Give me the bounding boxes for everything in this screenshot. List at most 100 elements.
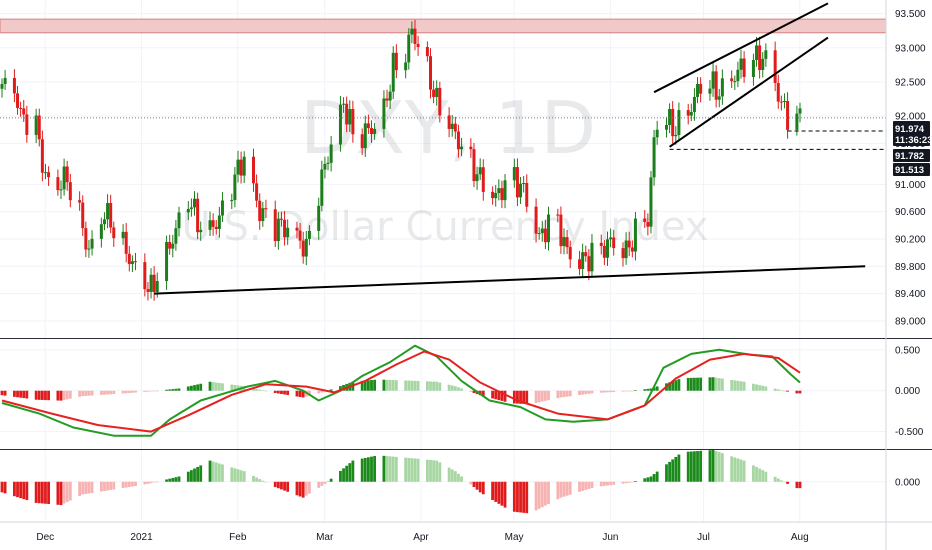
candle-body	[59, 189, 63, 191]
histogram-bar	[298, 481, 302, 497]
candle-body	[475, 174, 479, 182]
macd-histogram-bar	[578, 390, 581, 396]
macd-histogram-bar	[779, 390, 783, 391]
macd-histogram-bar	[494, 390, 498, 400]
macd-histogram-bar	[634, 390, 637, 392]
histogram-bar	[609, 481, 612, 486]
macd-histogram-bar	[783, 390, 786, 392]
histogram-bar	[494, 481, 498, 502]
macd-histogram-bar	[410, 380, 414, 391]
candle-body	[90, 238, 94, 249]
histogram-bar	[761, 470, 765, 482]
histogram-bar	[239, 470, 243, 482]
macd-histogram-bar	[16, 390, 19, 398]
macd-pane[interactable]	[0, 344, 802, 437]
candle-body	[0, 83, 4, 89]
candle-body	[786, 101, 790, 130]
candle-body	[208, 220, 212, 230]
candle-body	[522, 183, 526, 185]
macd-histogram-bar	[537, 390, 541, 403]
macd-histogram-bar	[453, 386, 457, 391]
macd-histogram-bar	[671, 381, 675, 391]
price-tick-label: 93.500	[895, 9, 926, 20]
macd-histogram-bar	[497, 390, 501, 401]
histogram-bar	[339, 470, 342, 482]
histogram-pane[interactable]	[0, 450, 802, 514]
histogram-bar	[634, 481, 637, 482]
candle-body	[320, 169, 324, 206]
macd-histogram-bar	[90, 390, 94, 396]
candle-body	[261, 208, 265, 222]
histogram-bar	[348, 463, 352, 482]
macd-histogram-bar	[429, 381, 432, 391]
histogram-bar	[308, 481, 311, 494]
macd-histogram-bar	[40, 390, 44, 400]
macd-histogram-bar	[562, 390, 566, 398]
candle-body	[121, 231, 125, 239]
candle-body	[382, 98, 386, 129]
candle-body	[273, 209, 277, 242]
histogram-bar	[3, 481, 7, 494]
macd-histogram-bar	[693, 377, 696, 391]
histogram-bar	[78, 481, 82, 496]
histogram-bar	[413, 458, 417, 482]
histogram-bar	[581, 481, 585, 491]
candle-body	[242, 156, 246, 176]
price-pane[interactable]	[0, 2, 887, 301]
histogram-bar	[699, 450, 703, 482]
macd-histogram-bar	[143, 390, 147, 392]
macd-histogram-bar	[165, 389, 168, 391]
macd-histogram-bar	[543, 390, 547, 401]
macd-histogram-bar	[758, 385, 762, 391]
histogram-bar	[217, 463, 221, 482]
candle-body	[776, 82, 780, 102]
macd-histogram-bar	[298, 390, 302, 397]
candle-body	[751, 60, 755, 77]
histogram-bar	[388, 456, 392, 482]
histogram-bar	[25, 481, 29, 501]
histogram-bar	[472, 481, 476, 488]
candle-body	[189, 207, 193, 209]
histogram-bar	[714, 451, 718, 482]
candle-body	[62, 166, 66, 190]
macd-histogram-bar	[317, 390, 321, 394]
candle-body	[764, 50, 768, 59]
x-tick-label: Feb	[229, 532, 247, 543]
histogram-bar	[19, 481, 23, 499]
candle-body	[758, 45, 762, 71]
candle-body	[199, 229, 203, 233]
histogram-bar	[90, 481, 94, 493]
candle-body	[460, 146, 464, 150]
macd-histogram-bar	[646, 388, 650, 391]
macd-histogram-bar	[103, 390, 106, 395]
macd-histogram-bar	[127, 390, 131, 393]
candle-body	[633, 218, 637, 252]
macd-histogram-bar	[742, 381, 746, 391]
histogram-bar	[407, 457, 411, 482]
macd-histogram-bar	[174, 388, 178, 391]
histogram-bar	[503, 481, 507, 508]
macd-histogram-bar	[99, 390, 103, 395]
candle-body	[599, 242, 603, 246]
macd-histogram-bar	[481, 390, 485, 397]
candle-body	[761, 58, 765, 71]
macd-histogram-bar	[47, 390, 50, 401]
histogram-bar	[190, 470, 193, 482]
macd-histogram-bar	[584, 390, 588, 395]
macd-histogram-bar	[761, 385, 765, 391]
macd-histogram-bar	[131, 390, 134, 393]
histogram-bar	[469, 481, 473, 485]
candle-body	[652, 137, 656, 178]
candle-body	[106, 203, 110, 220]
histogram-bar	[649, 476, 653, 482]
histogram-bar	[758, 468, 762, 482]
candle-body	[519, 183, 523, 198]
candle-body	[562, 237, 566, 247]
candle-body	[565, 237, 569, 248]
macd-histogram-bar	[0, 390, 4, 396]
candle-body	[742, 58, 746, 77]
candle-body	[410, 28, 414, 35]
level-2-badge	[893, 163, 930, 176]
histogram-bar	[798, 481, 802, 489]
